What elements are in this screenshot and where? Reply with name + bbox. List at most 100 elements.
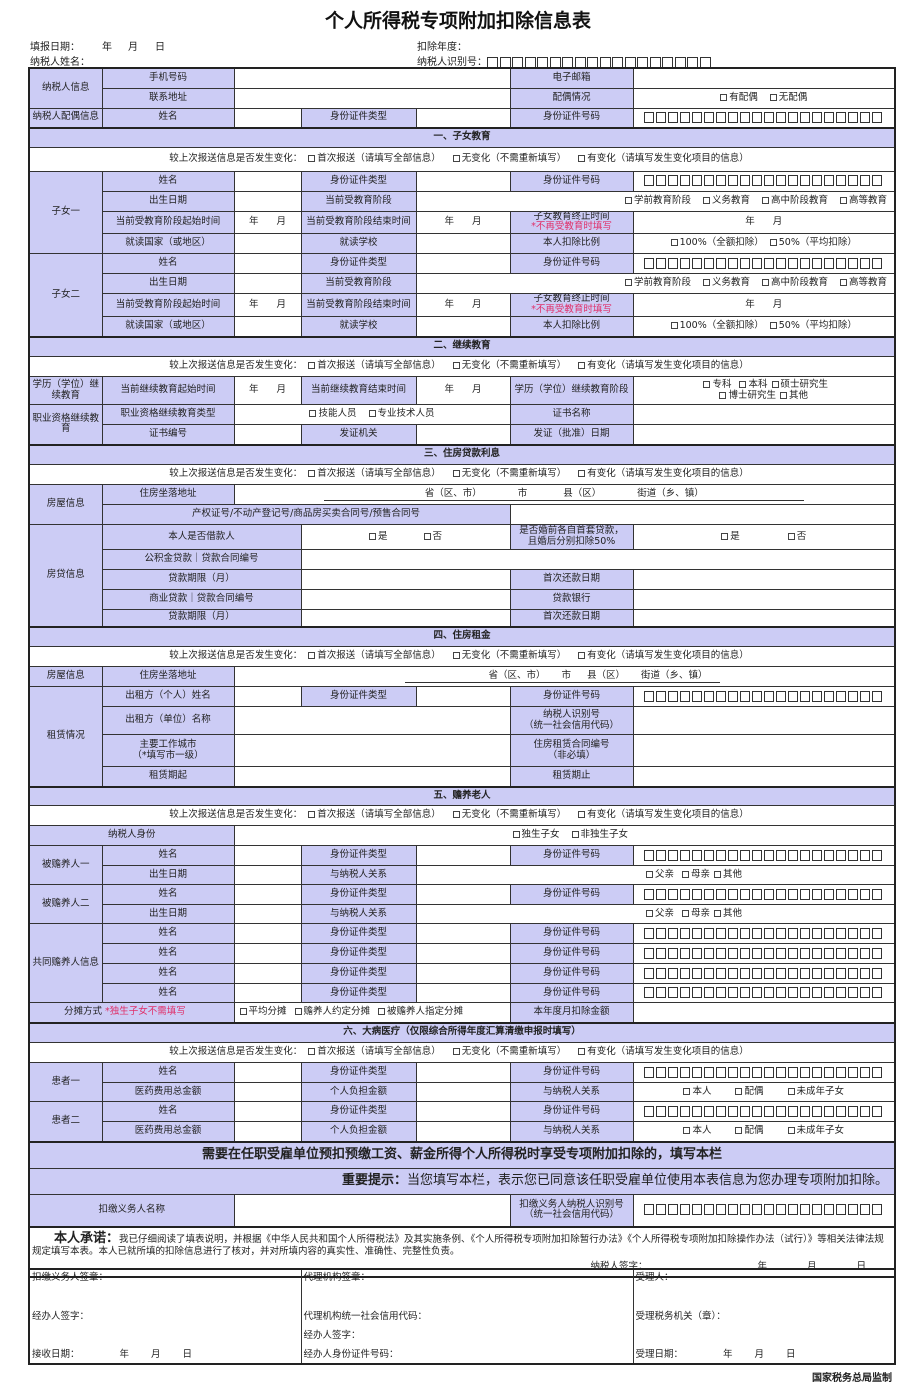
id-digit-box[interactable] [871, 690, 883, 702]
id-digit-box[interactable] [703, 1204, 715, 1216]
id-digit-box[interactable] [799, 888, 811, 900]
id-digit-box[interactable] [703, 690, 715, 702]
id-digit-box[interactable] [691, 888, 703, 900]
id-digit-box[interactable] [859, 1105, 871, 1117]
fund-loan-contract-input[interactable] [300, 549, 896, 571]
id-digit-box[interactable] [847, 175, 859, 187]
id-digit-box[interactable] [835, 1105, 847, 1117]
id-digit-box[interactable] [727, 690, 739, 702]
checkbox-yes[interactable]: 是 [368, 531, 388, 543]
id-digit-box[interactable] [655, 175, 667, 187]
id-digit-box[interactable] [811, 1066, 823, 1078]
id-digit-box[interactable] [643, 947, 655, 959]
co-supporter-id-type-input[interactable] [415, 983, 511, 1004]
checkbox-compulsory[interactable]: 义务教育 [702, 195, 750, 207]
checkbox-no-change[interactable]: 无变化（不需重新填写） [452, 153, 566, 165]
id-digit-box[interactable] [667, 257, 679, 269]
checkbox-changed[interactable]: 有变化（请填写发生变化项目的信息） [578, 153, 749, 165]
id-digit-box[interactable] [775, 967, 787, 979]
id-digit-box[interactable] [691, 967, 703, 979]
co-supporter-id-number-boxes[interactable] [632, 963, 896, 985]
id-digit-box[interactable] [847, 947, 859, 959]
id-digit-box[interactable] [871, 967, 883, 979]
id-digit-box[interactable] [799, 257, 811, 269]
id-digit-box[interactable] [612, 56, 623, 68]
checkbox-no-spouse[interactable]: 无配偶 [769, 92, 807, 104]
id-digit-box[interactable] [703, 111, 715, 123]
id-digit-box[interactable] [871, 987, 883, 999]
stage-end-input[interactable]: 年月 [415, 210, 511, 235]
id-digit-box[interactable] [703, 947, 715, 959]
id-digit-box[interactable] [715, 1204, 727, 1216]
id-digit-box[interactable] [787, 1105, 799, 1117]
monthly-deduction-input[interactable] [632, 1002, 896, 1024]
co-supporter-id-type-input[interactable] [415, 923, 511, 945]
id-digit-box[interactable] [751, 888, 763, 900]
id-digit-box[interactable] [703, 257, 715, 269]
id-digit-box[interactable] [727, 111, 739, 123]
id-digit-box[interactable] [775, 1066, 787, 1078]
co-supporter-id-number-boxes[interactable] [632, 923, 896, 945]
id-digit-box[interactable] [739, 849, 751, 861]
email-input[interactable] [632, 67, 896, 89]
id-digit-box[interactable] [751, 175, 763, 187]
id-digit-box[interactable] [655, 257, 667, 269]
checkbox-agreed-split[interactable]: 赡养人约定分摊 [294, 1006, 370, 1018]
child-id-number-boxes[interactable] [632, 170, 896, 192]
id-digit-box[interactable] [703, 849, 715, 861]
id-digit-box[interactable] [787, 849, 799, 861]
work-city-input[interactable] [233, 734, 511, 768]
id-digit-box[interactable] [763, 849, 775, 861]
checkbox-father[interactable]: 父亲 [645, 908, 674, 920]
first-payment-input[interactable] [632, 609, 896, 628]
dependent-name-input[interactable] [233, 845, 302, 867]
id-digit-box[interactable] [787, 1066, 799, 1078]
id-digit-box[interactable] [549, 56, 561, 68]
loan-bank-input[interactable] [632, 589, 896, 611]
id-digit-box[interactable] [763, 967, 775, 979]
id-digit-box[interactable] [871, 257, 883, 269]
lessor-name-input[interactable] [233, 686, 302, 708]
id-digit-box[interactable] [763, 111, 775, 123]
id-digit-box[interactable] [691, 1066, 703, 1078]
id-digit-box[interactable] [667, 947, 679, 959]
child-birth-input[interactable] [233, 273, 302, 295]
dependent-birth-input[interactable] [233, 904, 302, 925]
checkbox-only-child[interactable]: 独生子女 [512, 829, 560, 841]
id-digit-box[interactable] [691, 927, 703, 939]
co-supporter-name-input[interactable] [233, 963, 302, 985]
id-digit-box[interactable] [727, 927, 739, 939]
checkbox-higher-education[interactable]: 高等教育 [839, 195, 887, 207]
id-digit-box[interactable] [871, 947, 883, 959]
study-country-input[interactable] [233, 316, 302, 338]
withholder-signature-cell[interactable]: 扣缴义务人签章： 经办人签字： 接收日期： 年 月 日 [28, 1268, 302, 1365]
id-digit-box[interactable] [679, 1105, 691, 1117]
id-digit-box[interactable] [799, 1204, 811, 1216]
child-id-type-input[interactable] [415, 253, 511, 275]
co-supporter-name-input[interactable] [233, 983, 302, 1004]
id-digit-box[interactable] [799, 849, 811, 861]
id-digit-box[interactable] [703, 927, 715, 939]
id-digit-box[interactable] [835, 967, 847, 979]
house-address-input[interactable]: 省（区、市） 市 县（区） 街道（乡、镇） [233, 484, 896, 506]
tax-office-cell[interactable]: 受理人： 受理税务机关（章）： 受理日期： 年 月 日 [632, 1268, 896, 1365]
stage-end-input[interactable]: 年月 [415, 293, 511, 318]
checkbox-spouse[interactable]: 配偶 [735, 1125, 764, 1137]
id-digit-box[interactable] [823, 111, 835, 123]
checkbox-preschool[interactable]: 学前教育阶段 [624, 277, 691, 289]
id-digit-box[interactable] [691, 1105, 703, 1117]
child-name-input[interactable] [233, 170, 302, 192]
phone-input[interactable] [233, 67, 511, 89]
id-digit-box[interactable] [847, 1204, 859, 1216]
id-digit-box[interactable] [859, 257, 871, 269]
id-digit-box[interactable] [727, 849, 739, 861]
id-digit-box[interactable] [667, 111, 679, 123]
id-digit-box[interactable] [667, 987, 679, 999]
address-input[interactable] [233, 87, 511, 109]
child-name-input[interactable] [233, 253, 302, 275]
id-digit-box[interactable] [871, 111, 883, 123]
id-digit-box[interactable] [835, 849, 847, 861]
id-digit-box[interactable] [524, 56, 536, 68]
id-digit-box[interactable] [643, 257, 655, 269]
id-digit-box[interactable] [763, 690, 775, 702]
